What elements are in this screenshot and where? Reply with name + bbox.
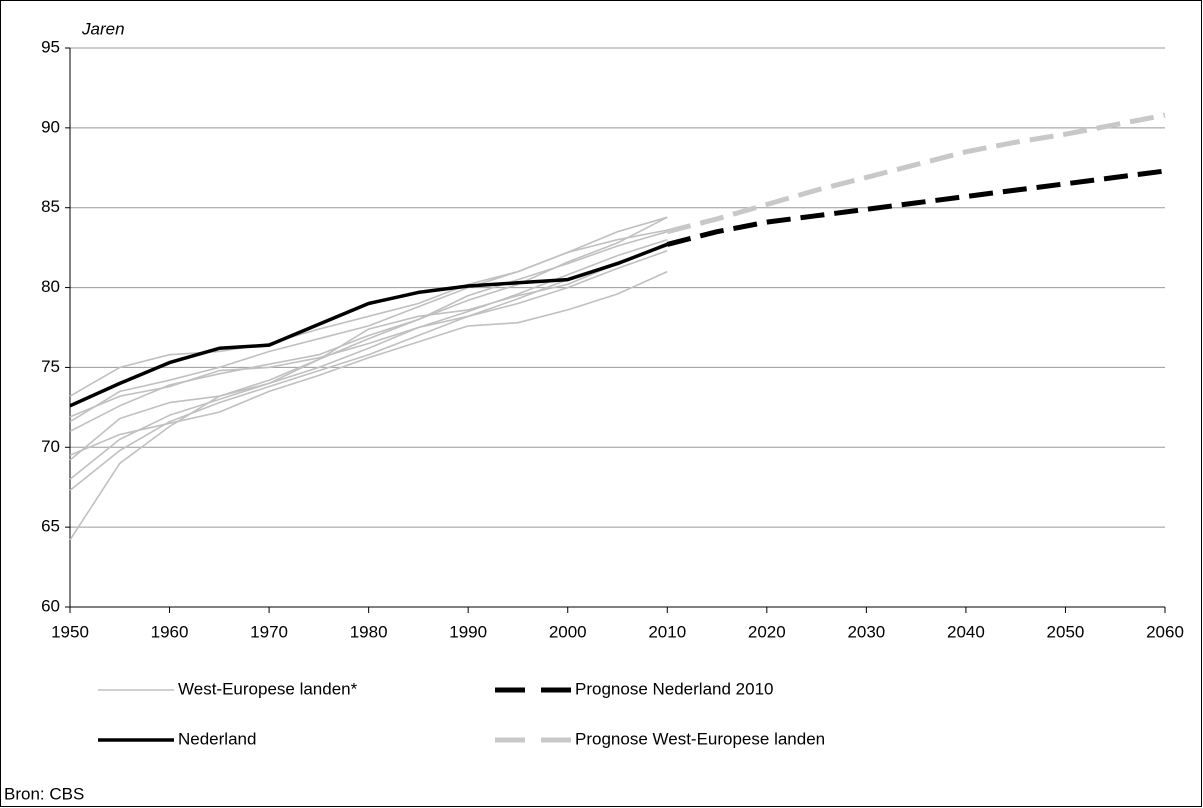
y-tick-label: 70 — [41, 437, 60, 456]
y-tick-label: 60 — [41, 596, 60, 615]
series-line — [69, 242, 668, 408]
x-tick-label: 2050 — [1047, 622, 1085, 641]
legend-label: Nederland — [178, 729, 256, 748]
series-line — [69, 238, 668, 480]
x-tick-label: 1990 — [449, 622, 487, 641]
legend-label: Prognose West-Europese landen — [575, 729, 825, 748]
legend-label: Prognose Nederland 2010 — [575, 679, 773, 698]
series-line — [69, 216, 668, 423]
x-tick-label: 2040 — [947, 622, 985, 641]
series-line — [69, 270, 668, 457]
series-line — [69, 242, 668, 541]
y-tick-label: 90 — [41, 117, 60, 136]
x-tick-label: 2000 — [549, 622, 587, 641]
series-line — [666, 168, 1166, 247]
x-tick-label: 2060 — [1146, 622, 1184, 641]
series-line — [69, 230, 668, 433]
x-tick-label: 1980 — [350, 622, 388, 641]
series-line — [69, 250, 668, 418]
source-note: Bron: CBS — [4, 784, 84, 803]
series-line — [69, 216, 668, 461]
x-tick-label: 1960 — [151, 622, 189, 641]
x-tick-label: 2020 — [748, 622, 786, 641]
y-tick-label: 95 — [41, 37, 60, 56]
y-axis-label: Jaren — [81, 19, 125, 38]
y-tick-label: 80 — [41, 277, 60, 296]
x-tick-label: 1950 — [51, 622, 89, 641]
legend-label: West-Europese landen* — [178, 679, 358, 698]
x-tick-label: 1970 — [250, 622, 288, 641]
x-tick-label: 2010 — [648, 622, 686, 641]
y-tick-label: 85 — [41, 197, 60, 216]
y-tick-label: 75 — [41, 357, 60, 376]
series-line — [666, 112, 1166, 235]
x-tick-label: 2030 — [847, 622, 885, 641]
y-tick-label: 65 — [41, 517, 60, 536]
